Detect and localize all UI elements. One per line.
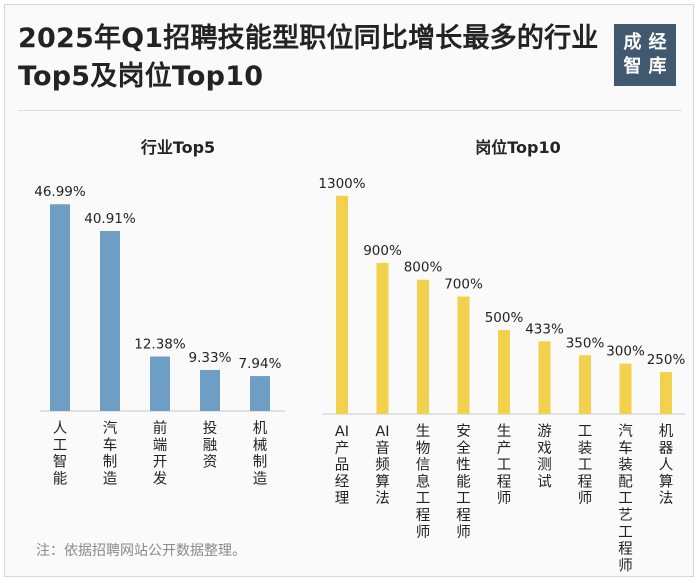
data-label-industry: 40.91% <box>84 211 136 227</box>
category-label-position: 机器人算法 <box>659 423 674 507</box>
category-label-position: 汽车装配工艺工程师 <box>618 423 633 574</box>
data-label-industry: 12.38% <box>134 337 186 353</box>
data-label-position: 800% <box>404 260 443 276</box>
data-label-position: 300% <box>606 344 645 360</box>
category-label-position: 游戏测试 <box>537 423 552 490</box>
bar-position <box>457 296 470 414</box>
footnote: 注：依据招聘网站公开数据整理。 <box>36 543 246 559</box>
data-label-position: 433% <box>525 321 564 337</box>
brand-logo: 成 经 智 库 <box>614 24 676 86</box>
data-label-position: 250% <box>647 352 686 368</box>
category-label-position: 工装工程师 <box>578 424 593 507</box>
category-label-position: 安全性能工程师 <box>456 423 471 541</box>
data-label-position: 900% <box>363 243 402 259</box>
category-label-industry: 机械制造 <box>253 420 268 487</box>
bar-position <box>538 341 551 414</box>
chart-title-position: 岗位Top10 <box>475 138 561 157</box>
category-label-position: AI 音频算法 <box>375 424 390 507</box>
bar-industry <box>100 230 120 411</box>
logo-char: 智 <box>623 56 642 77</box>
bar-industry <box>150 356 170 411</box>
page-title: 2025年Q1招聘技能型职位同比增长最多的行业Top5及岗位Top10 <box>18 23 599 92</box>
category-label-position: 生物信息工程师 <box>416 423 431 541</box>
bar-position <box>498 330 510 414</box>
bar-position <box>336 195 348 414</box>
data-label-position: 700% <box>444 277 483 293</box>
bar-position <box>579 355 591 414</box>
data-label-position: 1300% <box>318 176 365 192</box>
bar-position <box>619 363 632 414</box>
category-label-industry: 汽车制造 <box>103 420 118 487</box>
bar-industry <box>200 369 220 411</box>
logo-char: 经 <box>648 32 667 53</box>
bar-position <box>660 372 672 414</box>
title-divider <box>18 110 682 111</box>
category-label-position: 生产工程师 <box>497 423 512 507</box>
category-label-industry: 人工智能 <box>53 420 68 487</box>
data-label-industry: 46.99% <box>34 184 86 200</box>
bar-industry <box>250 376 270 411</box>
category-label-position: AI 产品经理 <box>335 424 350 507</box>
data-label-industry: 9.33% <box>189 350 232 366</box>
bar-industry <box>50 204 70 411</box>
logo-char: 库 <box>648 56 667 77</box>
data-label-position: 350% <box>566 335 605 351</box>
data-label-industry: 7.94% <box>239 356 282 372</box>
bar-position <box>376 262 389 414</box>
logo-char: 成 <box>623 32 642 53</box>
bar-position <box>417 279 429 414</box>
category-label-industry: 前端开发 <box>153 420 168 487</box>
data-label-position: 500% <box>485 310 524 326</box>
category-label-industry: 投融资 <box>203 420 218 471</box>
chart-title-industry: 行业Top5 <box>140 138 215 157</box>
